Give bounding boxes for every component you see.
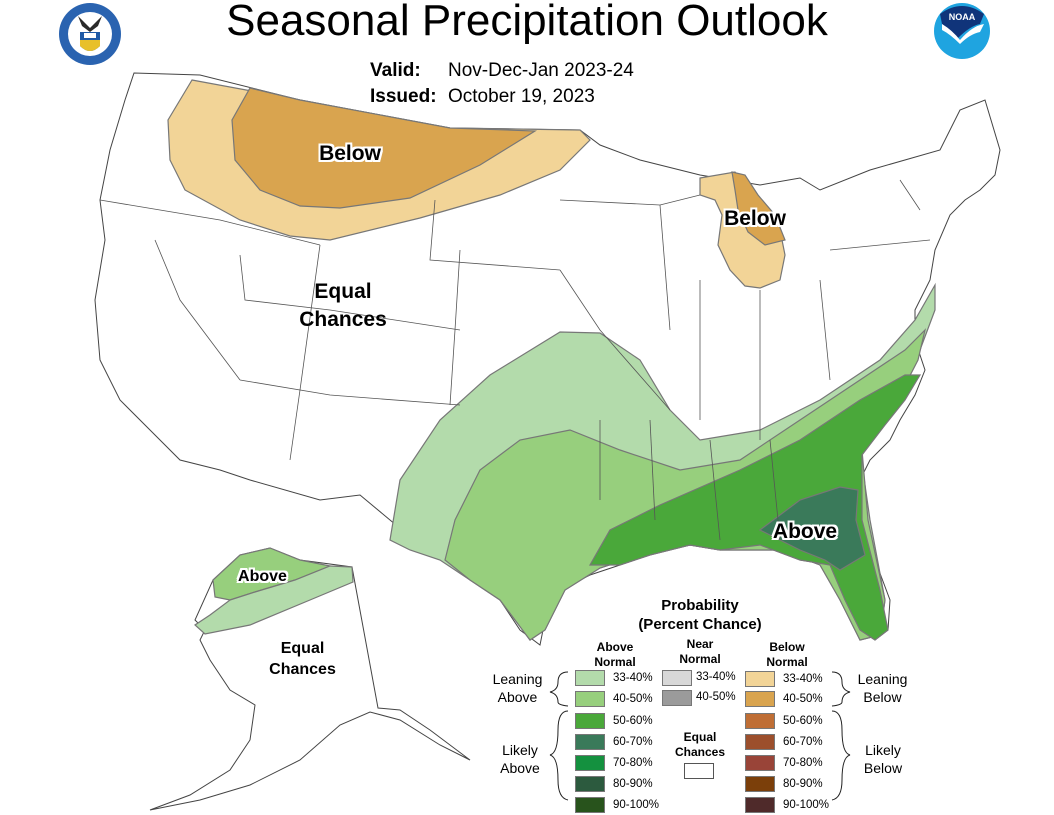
commerce-seal-icon bbox=[59, 3, 121, 65]
swatch-label: 60-70% bbox=[613, 736, 653, 748]
swatch-label: 60-70% bbox=[783, 736, 823, 748]
legend-title: Probability (Percent Chance) bbox=[638, 597, 762, 633]
swatch-label: 80-90% bbox=[783, 778, 823, 790]
swatch-equal-chances bbox=[684, 763, 714, 779]
valid-label: Valid: bbox=[370, 60, 421, 81]
swatch-near-40-50 bbox=[662, 690, 692, 706]
legend-equal-chances: Equal Chances bbox=[674, 730, 726, 759]
svg-text:NOAA: NOAA bbox=[949, 12, 976, 22]
swatch-label: 90-100% bbox=[613, 799, 660, 811]
page-title: Seasonal Precipitation Outlook bbox=[226, 0, 828, 45]
swatch-above-80-90 bbox=[575, 776, 605, 792]
legend-braces-icon bbox=[549, 671, 851, 801]
legend-leaning-above: Leaning Above bbox=[492, 671, 543, 705]
swatch-above-40-50 bbox=[575, 691, 605, 707]
swatch-label: 90-100% bbox=[783, 799, 830, 811]
label-alaska-equal-chances: Equal Chances bbox=[269, 640, 336, 678]
valid-value: Nov-Dec-Jan 2023-24 bbox=[448, 60, 634, 81]
swatch-below-90-100 bbox=[745, 797, 775, 813]
swatch-label: 33-40% bbox=[613, 672, 653, 684]
swatch-below-40-50 bbox=[745, 691, 775, 707]
swatch-label: 40-50% bbox=[613, 693, 653, 705]
swatch-near-33-40 bbox=[662, 670, 692, 686]
swatch-label: 70-80% bbox=[613, 757, 653, 769]
legend-col-above: Above Normal bbox=[594, 640, 636, 669]
swatch-below-60-70 bbox=[745, 734, 775, 750]
swatch-below-50-60 bbox=[745, 713, 775, 729]
validity-info: Valid: Nov-Dec-Jan 2023-24 Issued: October… bbox=[370, 58, 634, 110]
swatch-above-70-80 bbox=[575, 755, 605, 771]
probability-legend: Probability (Percent Chance) Above Norma… bbox=[480, 590, 920, 815]
label-west-equal-chances: Equal Chances bbox=[299, 280, 387, 331]
swatch-label: 33-40% bbox=[696, 671, 736, 683]
legend-leaning-below: Leaning Below bbox=[857, 671, 908, 705]
swatch-label: 50-60% bbox=[783, 715, 823, 727]
label-southeast-above: Above bbox=[772, 520, 838, 543]
swatch-label: 33-40% bbox=[783, 673, 823, 685]
label-alaska-above: Above bbox=[238, 568, 287, 585]
label-great-lakes-below: Below bbox=[724, 207, 786, 230]
noaa-logo-icon: NOAA bbox=[934, 3, 990, 59]
label-northwest-below: Below bbox=[319, 142, 381, 165]
legend-likely-above: Likely Above bbox=[500, 742, 540, 776]
legend-col-below: Below Normal bbox=[766, 640, 808, 669]
issued-label: Issued: bbox=[370, 86, 437, 107]
swatch-label: 40-50% bbox=[783, 693, 823, 705]
legend-likely-below: Likely Below bbox=[863, 742, 903, 776]
swatch-below-70-80 bbox=[745, 755, 775, 771]
swatch-above-60-70 bbox=[575, 734, 605, 750]
swatch-above-50-60 bbox=[575, 713, 605, 729]
swatch-label: 50-60% bbox=[613, 715, 653, 727]
swatch-label: 70-80% bbox=[783, 757, 823, 769]
issued-value: October 19, 2023 bbox=[448, 86, 595, 107]
swatch-below-80-90 bbox=[745, 776, 775, 792]
swatch-label: 80-90% bbox=[613, 778, 653, 790]
swatch-below-33-40 bbox=[745, 671, 775, 687]
swatch-above-33-40 bbox=[575, 670, 605, 686]
swatch-label: 40-50% bbox=[696, 691, 736, 703]
legend-col-near: Near Normal bbox=[679, 637, 721, 666]
swatch-above-90-100 bbox=[575, 797, 605, 813]
